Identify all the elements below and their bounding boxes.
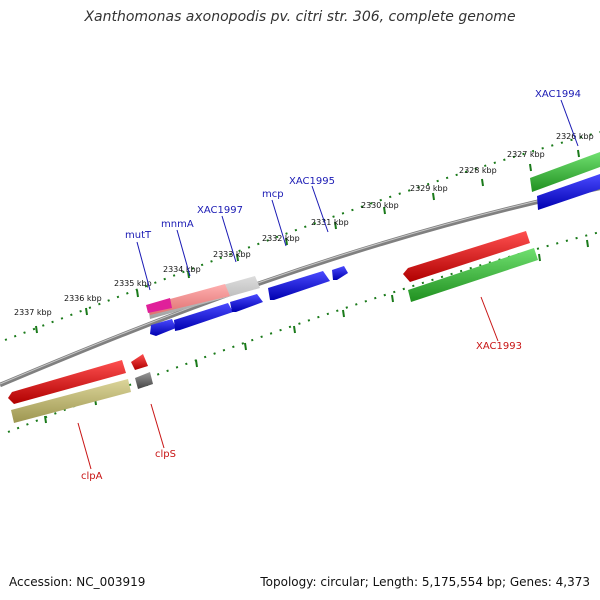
gene-feature-darkgrey[interactable] [135, 372, 153, 389]
accession-text: Accession: NC_003919 [9, 575, 146, 589]
kbp-label: 2331 kbp [311, 218, 349, 227]
forward-features [146, 152, 600, 336]
gene-label-clps[interactable]: clpS [155, 449, 176, 460]
gene-feature-blue[interactable] [332, 266, 348, 280]
kbp-label: 2337 kbp [14, 308, 52, 317]
gene-feature-blue[interactable] [174, 303, 233, 331]
kbp-label: 2328 kbp [459, 166, 497, 175]
kbp-label: 2329 kbp [410, 184, 448, 193]
gene-label-mutt[interactable]: mutT [125, 230, 152, 241]
reverse-features [8, 231, 538, 423]
gene-label-mcp[interactable]: mcp [262, 189, 284, 200]
genome-summary-text: Topology: circular; Length: 5,175,554 bp… [260, 575, 590, 589]
kbp-label: 2333 kbp [213, 250, 251, 259]
gene-feature-blue[interactable] [537, 174, 600, 210]
major-ticks-upper [35, 149, 580, 334]
gene-label-xac1993[interactable]: XAC1993 [476, 341, 522, 352]
gene-feature-blue[interactable] [230, 294, 263, 312]
kbp-label: 2335 kbp [114, 279, 152, 288]
gene-feature-blue[interactable] [268, 271, 330, 300]
map-title: Xanthomonas axonopodis pv. citri str. 30… [84, 9, 516, 25]
kbp-label: 2334 kbp [163, 265, 201, 274]
kbp-scale: 2326 kbp 2327 kbp 2328 kbp 2329 kbp 2330… [14, 132, 594, 317]
leader-lines [77, 99, 579, 470]
gene-feature-red[interactable] [131, 354, 148, 370]
gene-label-clpa[interactable]: clpA [81, 471, 103, 482]
gene-feature-blue[interactable] [150, 319, 176, 336]
gene-label-xac1995[interactable]: XAC1995 [289, 176, 335, 187]
gene-feature-green[interactable] [408, 248, 538, 302]
kbp-label: 2332 kbp [262, 234, 300, 243]
gene-feature-magenta[interactable] [146, 298, 172, 313]
gene-feature-red[interactable] [8, 360, 126, 404]
gene-feature-green[interactable] [530, 152, 600, 192]
kbp-label: 2336 kbp [64, 294, 102, 303]
gene-labels: XAC1994 XAC1995 mcp XAC1997 mnmA mutT XA… [81, 89, 581, 482]
gene-label-xac1997[interactable]: XAC1997 [197, 205, 243, 216]
gene-label-xac1994[interactable]: XAC1994 [535, 89, 581, 100]
genome-backbone-highlight [0, 186, 600, 385]
kbp-label: 2327 kbp [507, 150, 545, 159]
gene-feature-red[interactable] [403, 231, 530, 282]
gene-label-mnma[interactable]: mnmA [161, 219, 194, 230]
gene-feature-khaki[interactable] [11, 379, 131, 423]
genome-backbone [0, 185, 600, 388]
kbp-label: 2330 kbp [361, 201, 399, 210]
